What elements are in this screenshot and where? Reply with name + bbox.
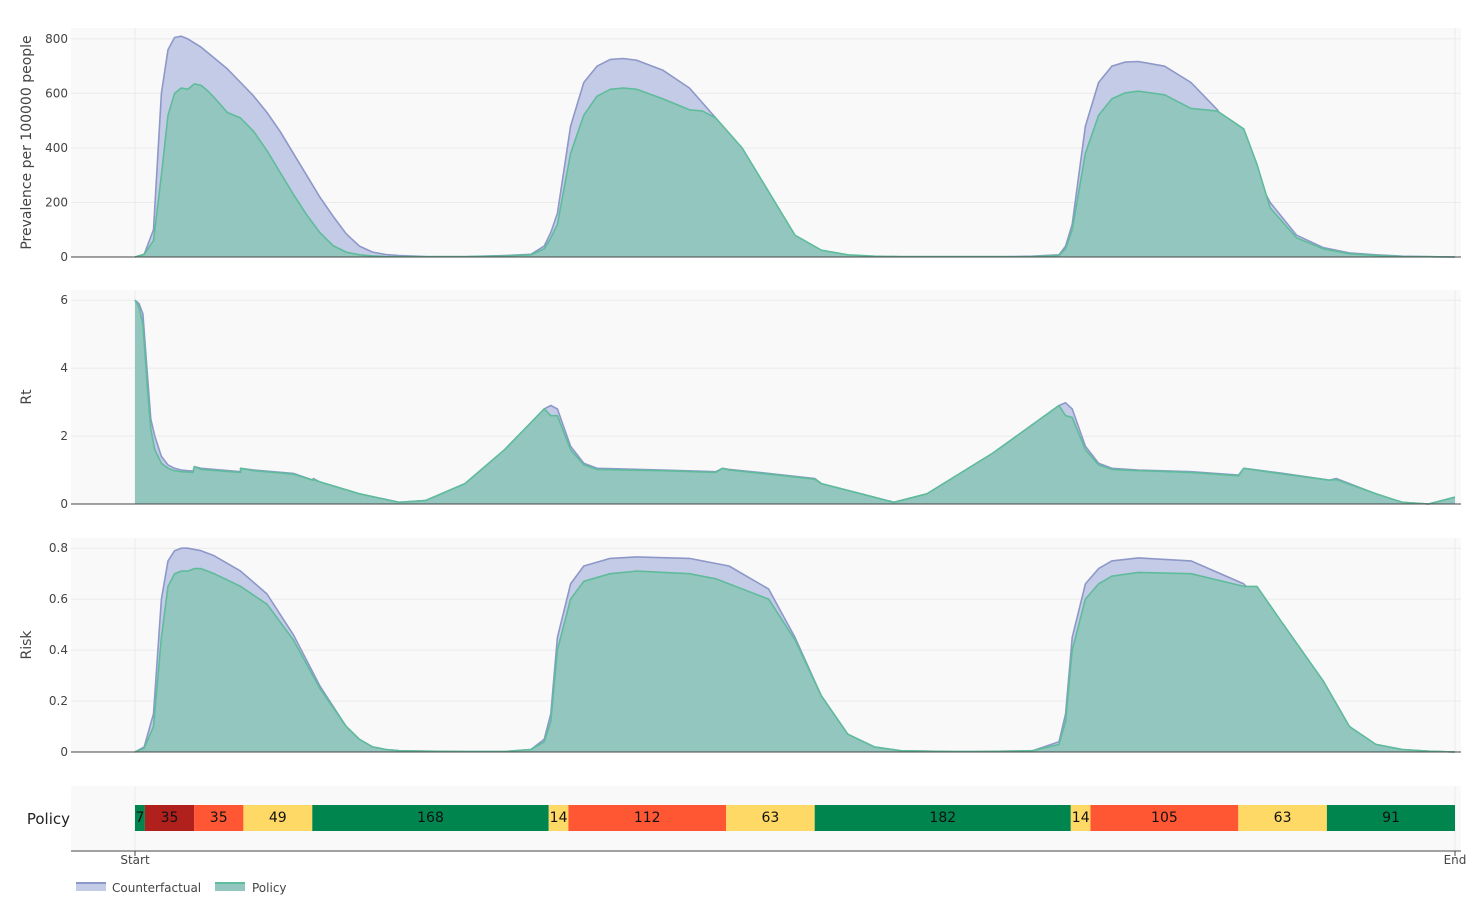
panel-rt: 0 2 4 6 Rt bbox=[19, 290, 1461, 511]
policy-segment-darkred bbox=[144, 805, 195, 831]
legend: Counterfactual Policy bbox=[76, 881, 287, 895]
policy-segment-label: 105 bbox=[1151, 810, 1178, 826]
policy-segment-label: 35 bbox=[210, 810, 228, 826]
prevalence-y-tick-label: 200 bbox=[45, 195, 68, 209]
panel-risk: 0 0.2 0.4 0.6 0.8 Risk bbox=[19, 538, 1461, 759]
policy-segment-label: 14 bbox=[1072, 810, 1090, 826]
prevalence-y-tick-label: 600 bbox=[45, 86, 68, 100]
rt-y-tick-label: 4 bbox=[60, 361, 68, 375]
policy-swatch bbox=[215, 883, 245, 891]
rt-y-tick-label: 6 bbox=[60, 293, 68, 307]
rt-y-axis-title: Rt bbox=[19, 389, 35, 405]
panel-prevalence: 0 200 400 600 800 Prevalence per 100000 peopl… bbox=[19, 28, 1461, 264]
policy-segment-green bbox=[1326, 805, 1455, 831]
policy-segment-label: 49 bbox=[269, 810, 287, 826]
policy-segment-green bbox=[312, 805, 549, 831]
policy-segment-yellow bbox=[548, 805, 569, 831]
policy-segment-orange bbox=[568, 805, 726, 831]
policy-segment-orange bbox=[1090, 805, 1239, 831]
risk-policy-line bbox=[134, 567, 1456, 753]
policy-segment-label: 182 bbox=[929, 810, 956, 826]
policy-segment-label: 63 bbox=[1274, 810, 1292, 826]
legend-label-counterfactual: Counterfactual bbox=[112, 881, 201, 895]
legend-item-counterfactual[interactable]: Counterfactual bbox=[76, 881, 201, 895]
policy-row-label: Policy bbox=[27, 810, 70, 828]
policy-segment-label: 112 bbox=[634, 810, 661, 826]
prevalence-policy-line bbox=[134, 83, 1456, 258]
prevalence-counterfactual-line bbox=[134, 35, 1456, 258]
legend-item-policy[interactable]: Policy bbox=[215, 881, 287, 895]
policy-segment-orange bbox=[194, 805, 244, 831]
policy-strip: Policy 7 35 35 49 168 14 112 63 182 14 105 63 91 bbox=[27, 786, 1461, 850]
policy-segment-yellow bbox=[726, 805, 815, 831]
policy-segment-yellow bbox=[1070, 805, 1091, 831]
prevalence-y-axis-title: Prevalence per 100000 people bbox=[19, 35, 35, 249]
policy-segment-label: 14 bbox=[550, 810, 568, 826]
policy-segment-label: 91 bbox=[1382, 810, 1400, 826]
x-tick-start: Start bbox=[120, 853, 150, 867]
policy-segment-label: 7 bbox=[135, 810, 144, 826]
risk-counterfactual-line bbox=[134, 547, 1456, 753]
policy-segment-yellow bbox=[1238, 805, 1327, 831]
rt-policy-line bbox=[134, 299, 1456, 505]
rt-plot-background bbox=[71, 290, 1461, 504]
rt-y-tick-label: 0 bbox=[60, 497, 68, 511]
rt-y-tick-label: 2 bbox=[60, 429, 68, 443]
risk-y-tick-label: 0.4 bbox=[49, 643, 68, 657]
counterfactual-swatch bbox=[76, 883, 106, 891]
risk-y-tick-label: 0.6 bbox=[49, 592, 68, 606]
risk-y-tick-label: 0 bbox=[60, 745, 68, 759]
policy-segment-label: 168 bbox=[417, 810, 444, 826]
legend-label-policy: Policy bbox=[252, 881, 287, 895]
x-axis: Start End bbox=[71, 850, 1467, 867]
risk-y-tick-label: 0.2 bbox=[49, 694, 68, 708]
rt-policy-area bbox=[135, 300, 1455, 504]
risk-y-axis-title: Risk bbox=[19, 630, 35, 660]
policy-segment-label: 63 bbox=[761, 810, 779, 826]
risk-y-tick-label: 0.8 bbox=[49, 541, 68, 555]
x-tick-end: End bbox=[1444, 853, 1467, 867]
policy-segment-green bbox=[814, 805, 1071, 831]
policy-segment-label: 35 bbox=[161, 810, 179, 826]
policy-segment-green bbox=[135, 805, 145, 831]
prevalence-y-tick-label: 800 bbox=[45, 32, 68, 46]
policy-segment-yellow bbox=[243, 805, 313, 831]
prevalence-policy-area bbox=[135, 83, 1455, 258]
prevalence-y-tick-label: 400 bbox=[45, 141, 68, 155]
prevalence-y-tick-label: 0 bbox=[60, 250, 68, 264]
risk-policy-area bbox=[135, 568, 1455, 752]
